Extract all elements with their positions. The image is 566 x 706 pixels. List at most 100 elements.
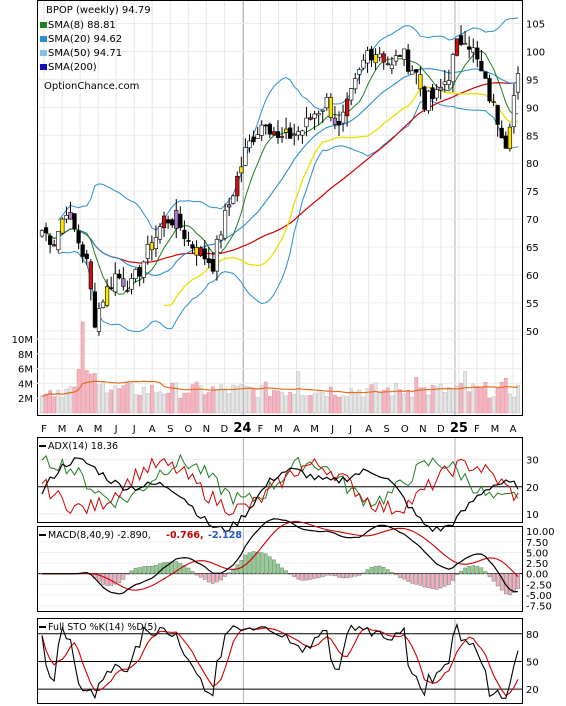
macd-histogram-bar — [207, 573, 211, 583]
candle-body — [365, 50, 370, 64]
candle-body — [104, 286, 110, 306]
macd-histogram-bar — [463, 567, 467, 574]
candle-body — [133, 269, 138, 280]
macd-histogram-bar — [166, 562, 170, 574]
volume-bar — [333, 395, 337, 414]
volume-bar — [280, 391, 284, 414]
volume-bar — [316, 389, 321, 414]
volume-bar — [487, 397, 492, 414]
volume-bar — [64, 388, 69, 414]
volume-bar — [434, 386, 439, 414]
macd-histogram-bar — [227, 572, 231, 574]
macd-histogram-bar — [361, 572, 366, 574]
volume-tick-label: 6M — [18, 365, 33, 376]
candle-body — [430, 87, 435, 100]
volume-bar — [365, 388, 370, 414]
macd-histogram-bar — [129, 570, 134, 574]
candle-body — [100, 301, 106, 308]
volume-bar — [390, 395, 394, 414]
candle-body — [109, 287, 114, 289]
volume-bar — [516, 385, 520, 414]
macd-tick-label: 0.00 — [526, 570, 548, 581]
candle-body — [182, 229, 187, 240]
legend-swatch-sma20 — [40, 36, 47, 42]
candle-body — [190, 244, 195, 249]
volume-bar — [231, 384, 236, 414]
candle-body — [471, 47, 476, 53]
price-tick-label: 95 — [526, 75, 539, 86]
candle-body — [279, 136, 285, 138]
candle-body — [438, 86, 443, 91]
macd-histogram-bar — [329, 573, 333, 576]
volume-average-line — [41, 380, 519, 397]
candle-body — [161, 215, 167, 229]
price-tick-label: 85 — [526, 131, 539, 142]
legend-item-sma8: SMA(8) 88.81 — [40, 20, 116, 31]
x-tick-label: J — [132, 424, 136, 435]
adx-tick-label: 10 — [526, 510, 539, 521]
candle-body — [206, 258, 211, 264]
candle-body — [503, 135, 508, 149]
macd-histogram-bar — [369, 567, 374, 574]
macd-signal-label: -0.766, — [166, 530, 204, 541]
macd-histogram-bar — [174, 561, 179, 574]
candle-body — [255, 134, 260, 139]
volume-bar — [426, 394, 431, 414]
volume-bar — [385, 387, 390, 414]
volume-bar — [56, 389, 61, 414]
candle-body — [389, 64, 394, 69]
candle-body — [125, 290, 130, 292]
candle-body — [479, 60, 484, 72]
macd-histogram-bar — [467, 566, 471, 574]
volume-bar — [97, 384, 101, 414]
price-tick-label: 50 — [526, 327, 539, 338]
sma20-line — [49, 68, 519, 276]
x-tick-label: D — [221, 424, 229, 435]
legend-swatch-sma50 — [40, 50, 47, 56]
candle-body — [345, 98, 350, 117]
candle-body — [361, 59, 366, 69]
candle-body — [275, 131, 281, 138]
x-tick-label: A — [149, 424, 156, 435]
volume-bar — [471, 383, 476, 414]
volume-bar — [369, 384, 374, 414]
volume-bar — [84, 370, 89, 414]
volume-bar — [76, 369, 81, 414]
volume-bar — [455, 385, 459, 414]
macd-histogram-bar — [373, 565, 378, 574]
price-tick-label: 70 — [526, 215, 539, 226]
volume-bar — [215, 388, 219, 414]
macd-histogram-bar — [508, 573, 512, 596]
macd-legend: MACD(8,40,9) -2.890, -0.766, -2.128 — [39, 530, 242, 541]
x-tick-label: F — [41, 424, 47, 435]
candle-body — [458, 35, 464, 45]
volume-bar — [288, 392, 293, 414]
macd-histogram-bar — [390, 572, 394, 574]
macd-histogram-bar — [422, 573, 427, 588]
macd-histogram-bar — [219, 573, 223, 581]
macd-histogram-bar — [516, 573, 520, 589]
macd-histogram-bar — [300, 573, 305, 581]
candle-body — [259, 124, 264, 136]
candle-body — [145, 244, 150, 259]
candle-body — [300, 130, 305, 136]
candle-body — [320, 109, 325, 112]
volume-bar — [381, 389, 386, 414]
volume-bar — [170, 382, 175, 414]
candle-body — [149, 242, 154, 251]
candle-body — [121, 278, 126, 287]
candle-body — [88, 261, 93, 290]
macd-histogram-bar — [211, 573, 215, 584]
volume-bar — [133, 394, 138, 414]
x-tick-label: J — [348, 424, 352, 435]
ticker-label: BPOP (weekly) 94.79 — [46, 5, 151, 16]
macd-histogram-bar — [483, 571, 488, 574]
x-tick-label: 25 — [450, 421, 468, 436]
volume-bar — [182, 392, 187, 414]
volume-bar — [68, 386, 73, 414]
macd-histogram-bar — [512, 573, 516, 593]
macd-histogram-bar — [487, 573, 492, 578]
volume-bar — [495, 387, 500, 414]
candle-body — [406, 49, 411, 72]
volume-bar — [418, 387, 423, 414]
